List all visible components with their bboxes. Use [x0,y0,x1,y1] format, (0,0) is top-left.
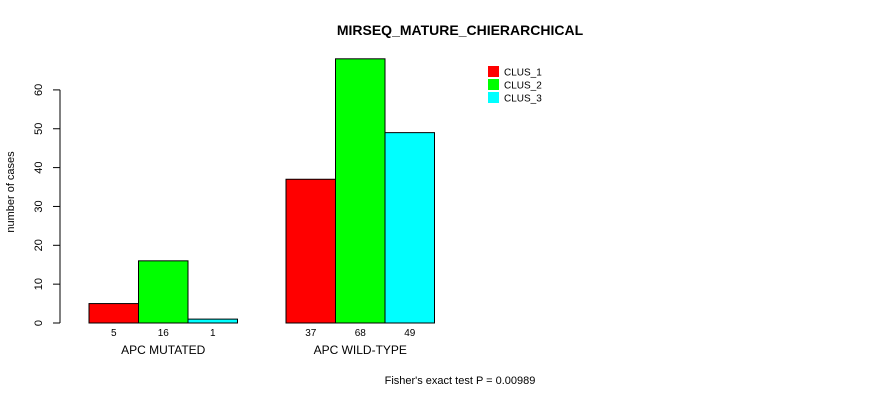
legend-label: CLUS_1 [504,68,542,79]
bars [88,58,435,324]
legend: CLUS_1 CLUS_2 CLUS_3 [488,66,542,105]
category-label: APC WILD-TYPE [314,343,407,357]
bar-clus-3-1 [187,318,238,324]
y-tick-label: 10 [33,278,45,290]
legend-label: CLUS_3 [504,94,542,105]
y-axis-label: number of cases [5,151,17,233]
legend-label: CLUS_2 [504,81,542,92]
legend-swatch-clus-3 [488,92,499,103]
y-tick-label: 40 [33,161,45,173]
category-label: APC MUTATED [121,343,206,357]
bar-value-label: 16 [158,328,170,339]
bar-value-label: 5 [111,328,117,339]
bar-value-label: 49 [404,328,416,339]
y-tick-label: 30 [33,200,45,212]
bar-value-label: 68 [355,328,367,339]
legend-swatch-clus-2 [488,79,499,90]
bar-value-label: 1 [210,328,216,339]
y-tick-label: 50 [33,123,45,135]
bar-value-labels: 5 16 1 37 68 49 [111,328,416,339]
bar-value-label: 37 [305,328,317,339]
y-tick-label: 20 [33,239,45,251]
bar-clus-3-2 [384,132,435,324]
y-axis: 0 10 20 30 40 50 60 [33,84,61,326]
legend-swatch-clus-1 [488,66,499,77]
bar-clus-1-1 [88,303,139,324]
chart-title: MIRSEQ_MATURE_CHIERARCHICAL [337,22,584,38]
y-tick-label: 0 [33,320,45,326]
category-labels: APC MUTATED APC WILD-TYPE [121,343,407,357]
fisher-test-footnote: Fisher's exact test P = 0.00989 [385,375,536,387]
y-tick-label: 60 [33,84,45,96]
bar-clus-1-2 [285,178,336,324]
bar-clus-2-2 [335,58,386,324]
bar-clus-2-1 [138,260,189,324]
